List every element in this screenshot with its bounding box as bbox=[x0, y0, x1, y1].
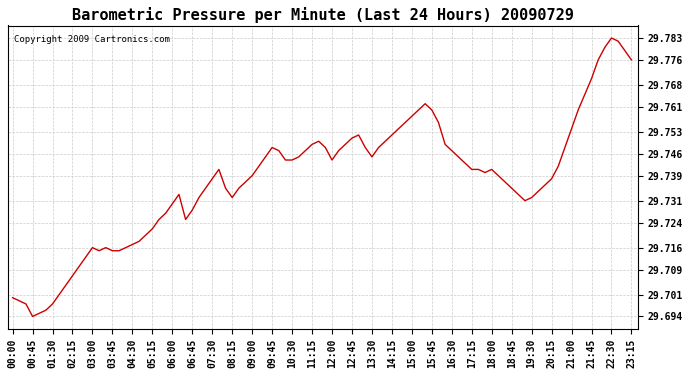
Title: Barometric Pressure per Minute (Last 24 Hours) 20090729: Barometric Pressure per Minute (Last 24 … bbox=[72, 7, 574, 23]
Text: Copyright 2009 Cartronics.com: Copyright 2009 Cartronics.com bbox=[14, 34, 170, 44]
